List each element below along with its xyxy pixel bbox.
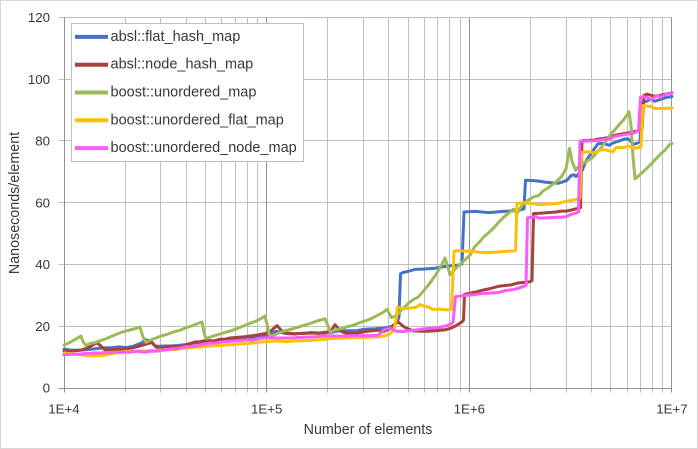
svg-text:80: 80 (35, 134, 50, 149)
svg-text:20: 20 (35, 319, 50, 334)
svg-text:absl::node_hash_map: absl::node_hash_map (111, 57, 254, 73)
svg-text:boost::unordered_flat_map: boost::unordered_flat_map (111, 112, 284, 128)
svg-text:1E+5: 1E+5 (251, 402, 282, 417)
svg-text:Number of elements: Number of elements (304, 422, 433, 438)
svg-text:100: 100 (28, 72, 50, 87)
svg-text:1E+6: 1E+6 (454, 402, 485, 417)
svg-text:absl::flat_hash_map: absl::flat_hash_map (111, 29, 241, 45)
svg-text:60: 60 (35, 195, 50, 210)
svg-text:boost::unordered_map: boost::unordered_map (111, 85, 257, 101)
svg-text:0: 0 (43, 381, 50, 396)
svg-text:1E+7: 1E+7 (656, 402, 687, 417)
svg-text:Nanoseconds/element: Nanoseconds/element (7, 132, 23, 274)
svg-text:120: 120 (28, 10, 50, 25)
svg-text:boost::unordered_node_map: boost::unordered_node_map (111, 140, 297, 156)
svg-text:40: 40 (35, 257, 50, 272)
svg-text:1E+4: 1E+4 (48, 402, 79, 417)
